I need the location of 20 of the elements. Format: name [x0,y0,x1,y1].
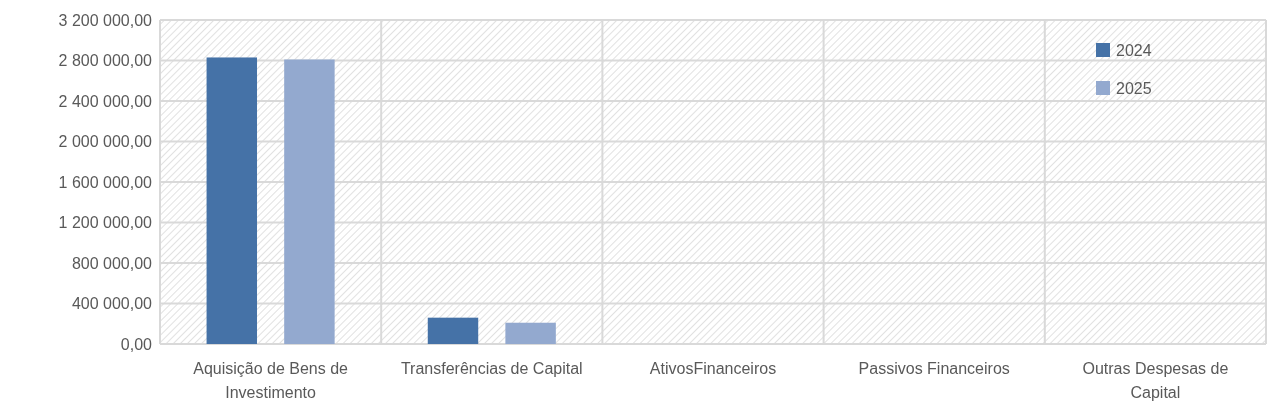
y-tick-label: 1 600 000,00 [58,173,153,191]
bar [427,317,479,344]
y-tick-label: 0,00 [120,335,153,353]
bar [206,57,258,344]
legend-label: 2024 [1116,41,1152,59]
y-tick-label: 2 400 000,00 [58,92,153,110]
x-tick-label: Outras Despesas de Capital [1082,360,1229,401]
y-tick-label: 2 000 000,00 [58,133,153,151]
x-tick-label: Passivos Financeiros [858,360,1010,377]
y-tick-label: 3 200 000,00 [58,11,153,29]
bar [284,59,335,344]
x-tick-label: Transferências de Capital [400,360,583,377]
bar [505,322,556,344]
y-tick-label: 1 200 000,00 [58,214,153,232]
legend-label: 2025 [1116,79,1152,97]
x-tick-label: AtivosFinanceiros [649,360,777,377]
x-tick-label: Aquisição de Bens de Investimento [193,360,349,401]
y-tick-label: 2 800 000,00 [58,52,153,70]
y-tick-label: 400 000,00 [71,295,153,313]
y-tick-label: 800 000,00 [71,254,153,272]
